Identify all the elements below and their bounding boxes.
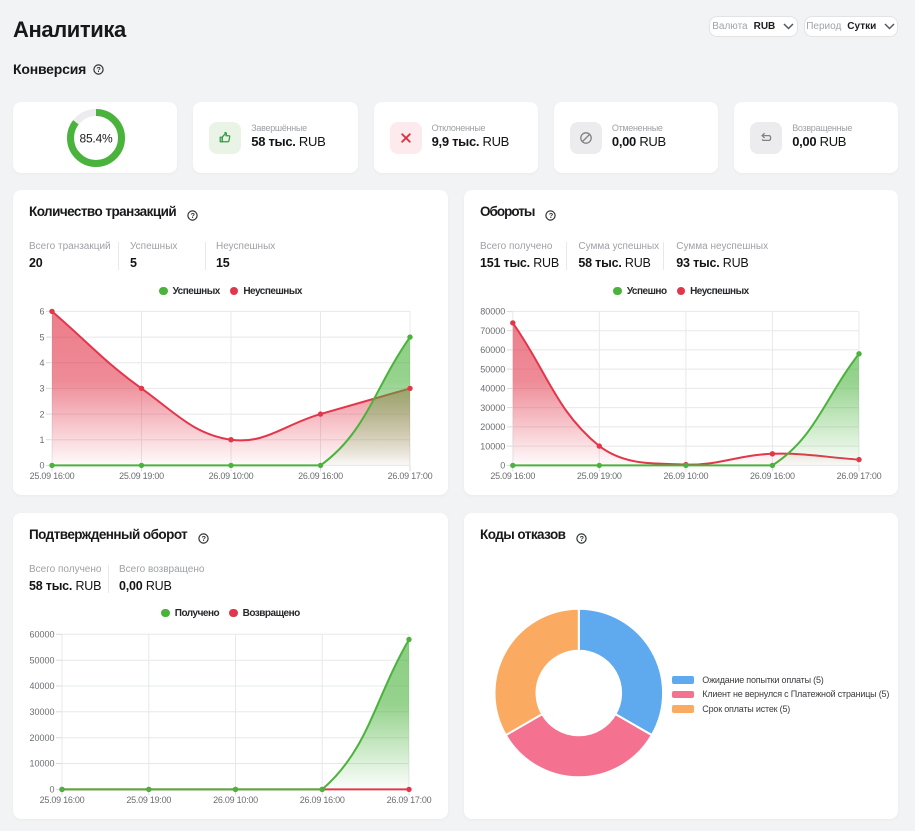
svg-text:25.09 16:00: 25.09 16:00 xyxy=(490,471,535,481)
svg-text:0: 0 xyxy=(500,461,505,471)
svg-text:?: ? xyxy=(549,211,554,220)
svg-text:2: 2 xyxy=(39,409,44,419)
svg-text:60000: 60000 xyxy=(29,630,54,640)
svg-text:10000: 10000 xyxy=(480,441,505,451)
svg-text:26.09 17:00: 26.09 17:00 xyxy=(837,471,882,481)
svg-text:30000: 30000 xyxy=(480,403,505,413)
svg-text:40000: 40000 xyxy=(480,384,505,394)
svg-text:50000: 50000 xyxy=(480,364,505,374)
svg-text:?: ? xyxy=(202,534,207,543)
svg-text:26.09 10:00: 26.09 10:00 xyxy=(664,471,709,481)
svg-text:30000: 30000 xyxy=(29,707,54,717)
svg-text:?: ? xyxy=(191,211,196,220)
svg-text:4: 4 xyxy=(39,358,44,368)
svg-text:80000: 80000 xyxy=(480,307,505,317)
svg-text:5: 5 xyxy=(39,332,44,342)
svg-text:1: 1 xyxy=(39,435,44,445)
svg-text:26.09 17:00: 26.09 17:00 xyxy=(388,471,433,481)
svg-text:60000: 60000 xyxy=(480,345,505,355)
svg-text:6: 6 xyxy=(39,307,44,317)
svg-text:0: 0 xyxy=(49,785,54,795)
svg-text:0: 0 xyxy=(39,461,44,471)
svg-text:25.09 19:00: 25.09 19:00 xyxy=(126,795,171,805)
svg-text:25.09 16:00: 25.09 16:00 xyxy=(30,471,75,481)
svg-text:26.09 16:00: 26.09 16:00 xyxy=(750,471,795,481)
svg-text:20000: 20000 xyxy=(480,422,505,432)
svg-text:25.09 16:00: 25.09 16:00 xyxy=(40,795,85,805)
svg-text:10000: 10000 xyxy=(29,759,54,769)
svg-text:25.09 19:00: 25.09 19:00 xyxy=(577,471,622,481)
svg-text:40000: 40000 xyxy=(29,681,54,691)
svg-text:26.09 16:00: 26.09 16:00 xyxy=(300,795,345,805)
svg-text:20000: 20000 xyxy=(29,733,54,743)
svg-text:3: 3 xyxy=(39,384,44,394)
svg-text:70000: 70000 xyxy=(480,326,505,336)
svg-text:?: ? xyxy=(580,534,585,543)
svg-text:26.09 17:00: 26.09 17:00 xyxy=(387,795,432,805)
svg-text:26.09 10:00: 26.09 10:00 xyxy=(213,795,258,805)
svg-text:?: ? xyxy=(96,65,101,74)
svg-text:26.09 16:00: 26.09 16:00 xyxy=(298,471,343,481)
svg-text:50000: 50000 xyxy=(29,655,54,665)
svg-text:85.4%: 85.4% xyxy=(79,131,113,145)
svg-text:26.09 10:00: 26.09 10:00 xyxy=(209,471,254,481)
svg-text:25.09 19:00: 25.09 19:00 xyxy=(119,471,164,481)
